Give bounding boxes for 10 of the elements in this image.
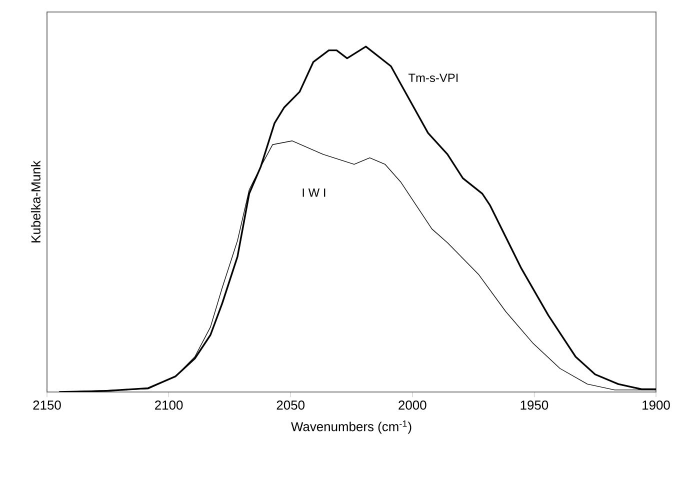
x-tick-label: 2050 <box>276 400 304 410</box>
x-tick-label: 2150 <box>33 400 61 410</box>
y-axis-title: Kubelka-Munk <box>30 160 40 242</box>
x-axis-title: Wavenumbers (cm$^{-1}$) <box>291 420 412 434</box>
text: I W I <box>302 188 326 197</box>
x-tick-label: 1950 <box>520 400 548 410</box>
x-tick-label: 2100 <box>155 400 183 410</box>
x-tick-label: 1900 <box>642 400 670 410</box>
x-tick-label: 2000 <box>398 400 426 410</box>
series-label: Tm-s-VPI <box>408 74 458 82</box>
